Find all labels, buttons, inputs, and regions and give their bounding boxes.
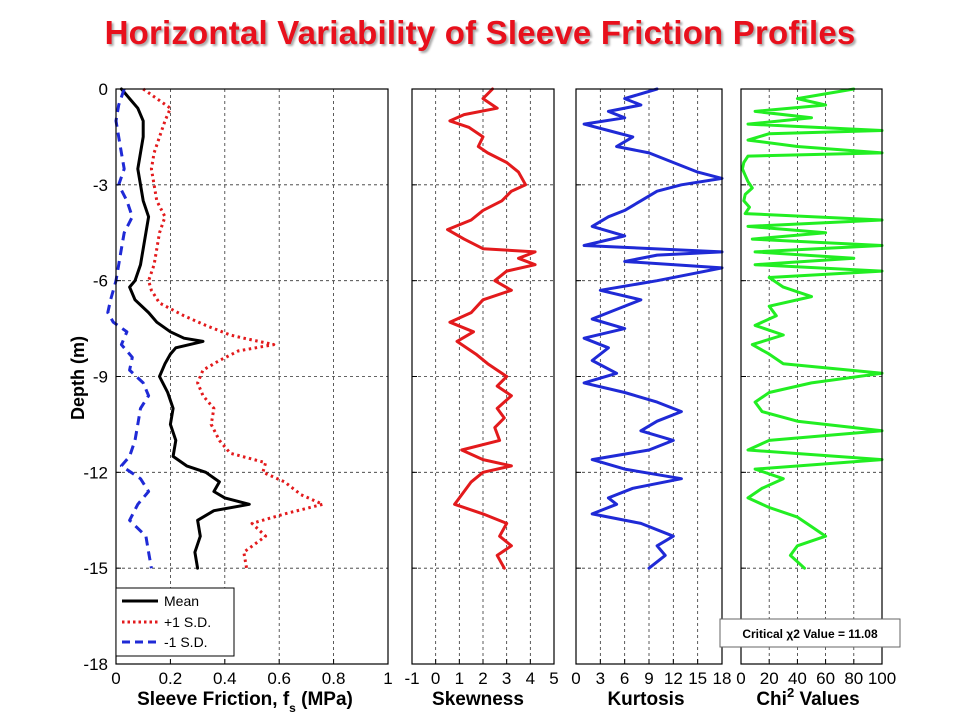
critical-value-text: Critical χ2 Value = 11.08 — [742, 627, 878, 641]
slide-title: Horizontal Variability of Sleeve Frictio… — [104, 14, 856, 51]
skewness-xtick-label: 3 — [502, 669, 511, 688]
legend-box — [115, 587, 235, 657]
sleeve-friction-xtick-label: 0.4 — [213, 669, 237, 688]
sleeve-friction-xtick-label: 0.6 — [267, 669, 291, 688]
skewness-series-line — [446, 87, 537, 570]
kurtosis-xtick-label: 12 — [664, 669, 683, 688]
sleeve-friction-plot-area — [116, 89, 388, 664]
sleeve-friction-ytick-label: -18 — [83, 655, 108, 674]
legend: Mean +1 S.D. -1 S.D. — [115, 587, 235, 657]
skewness-xtick-label: 4 — [526, 669, 535, 688]
chi-square-xtick-label: 20 — [760, 669, 779, 688]
chi-square-axis-label-sup: 2 — [787, 685, 794, 700]
kurtosis-panel: 0 3 6 9 12 15 18 — [571, 87, 732, 688]
sleeve-friction-panel: 0 0.2 0.4 0.6 0.8 1 0 -3 -6 -9 -12 -15 -18 — [83, 80, 392, 688]
sleeve-friction-series-line-mean — [119, 87, 251, 570]
skewness-panel: -1 0 1 2 3 4 5 — [404, 87, 559, 688]
kurtosis-series-line — [582, 87, 724, 570]
sleeve-friction-xtick-label: 1 — [383, 669, 392, 688]
skewness-xtick-label: 0 — [431, 669, 440, 688]
depth-axis-label: Depth (m) — [68, 336, 88, 420]
skewness-xtick-label: -1 — [404, 669, 419, 688]
sleeve-friction-axis-label-sub: s — [289, 701, 296, 715]
chi-square-axis-label: Chi2 Values — [756, 685, 859, 710]
sleeve-friction-series-line-1-s-d — [142, 87, 325, 569]
sleeve-friction-series-line-1-s-d — [106, 88, 153, 569]
chi-square-xtick-label: 100 — [868, 669, 896, 688]
sleeve-friction-ytick-label: -15 — [83, 559, 108, 578]
sleeve-friction-ytick-label: -9 — [93, 368, 108, 387]
sleeve-friction-axis-label-main: Sleeve Friction, f — [137, 689, 290, 710]
legend-label-mean: Mean — [164, 593, 199, 609]
sleeve-friction-xtick-label: 0.2 — [159, 669, 183, 688]
chi-square-xtick-label: 80 — [844, 669, 863, 688]
legend-label-minus-sd: -1 S.D. — [164, 634, 208, 650]
chi-square-axis-label-main: Chi — [756, 689, 787, 710]
legend-label-plus-sd: +1 S.D. — [164, 614, 211, 630]
sleeve-friction-ytick-label: -3 — [93, 176, 108, 195]
skewness-plot-area — [412, 89, 554, 664]
chi-square-xtick-label: 0 — [736, 669, 745, 688]
sleeve-friction-axis-label: Sleeve Friction, fs (MPa) — [137, 689, 353, 715]
kurtosis-xtick-label: 6 — [620, 669, 629, 688]
skewness-xtick-label: 1 — [455, 669, 464, 688]
kurtosis-xtick-label: 18 — [713, 669, 732, 688]
sleeve-friction-ytick-label: -12 — [83, 463, 108, 482]
kurtosis-xtick-label: 9 — [644, 669, 653, 688]
sleeve-friction-axis-label-unit: (MPa) — [296, 689, 353, 710]
critical-value-box — [719, 618, 901, 648]
chi-square-xtick-label: 40 — [788, 669, 807, 688]
sleeve-friction-xtick-label: 0.8 — [322, 669, 346, 688]
skewness-axis-label: Skewness — [432, 689, 524, 710]
sleeve-friction-xtick-label: 0 — [111, 669, 120, 688]
sleeve-friction-ytick-label: 0 — [99, 80, 108, 99]
skewness-xtick-label: 2 — [478, 669, 487, 688]
chi-square-panel: 0 20 40 60 80 100 — [736, 87, 896, 688]
kurtosis-axis-label: Kurtosis — [607, 689, 684, 710]
skewness-xtick-label: 5 — [549, 669, 558, 688]
kurtosis-xtick-label: 0 — [571, 669, 580, 688]
sleeve-friction-ytick-label: -6 — [93, 272, 108, 291]
kurtosis-xtick-label: 3 — [596, 669, 605, 688]
kurtosis-xtick-label: 15 — [688, 669, 707, 688]
chi-square-axis-label-unit: Values — [794, 689, 860, 710]
chi-square-xtick-label: 60 — [816, 669, 835, 688]
critical-value-annotation: Critical χ2 Value = 11.08 — [719, 618, 901, 648]
